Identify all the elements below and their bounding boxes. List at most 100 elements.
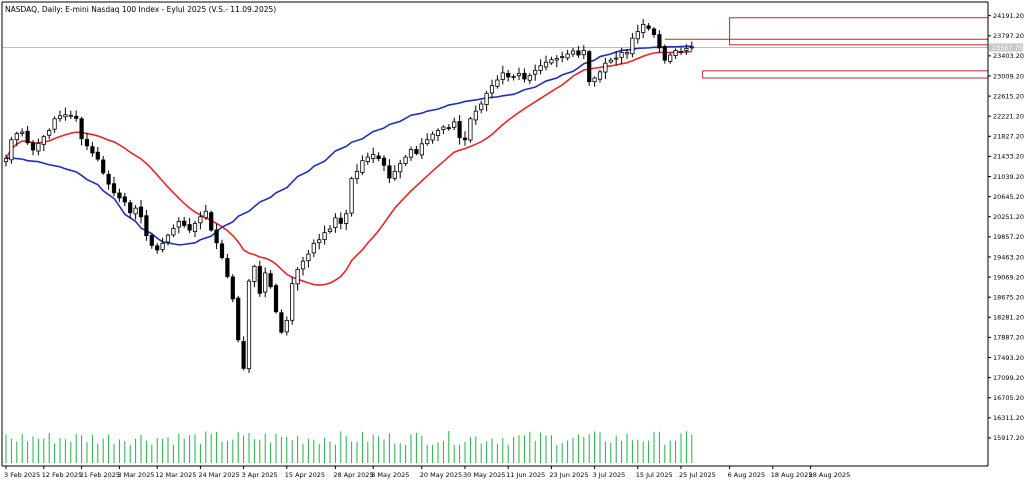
candle-body [225, 257, 230, 277]
candle-body [392, 170, 397, 179]
candle-body [354, 170, 360, 180]
candle-body [90, 146, 95, 154]
candle-body [198, 216, 203, 224]
candle-body [560, 56, 565, 59]
candle-body [128, 202, 133, 214]
candle-body [36, 142, 41, 152]
y-tick-label: 17493.20 [993, 354, 1024, 362]
y-tick-label: 17887.20 [993, 334, 1024, 342]
x-tick-label: 30 May 2025 [463, 471, 505, 479]
candle-body [398, 163, 403, 173]
x-tick-label: 11 Jun 2025 [506, 471, 545, 479]
candle-body [57, 115, 63, 120]
candle-body [117, 192, 122, 199]
candle-body [63, 114, 68, 118]
candle-body [684, 47, 689, 51]
y-tick-label: 24191.20 [993, 12, 1024, 20]
candle-body [84, 139, 90, 147]
x-tick-label: 3 Apr 2025 [242, 471, 278, 479]
candle-body [522, 72, 527, 80]
candle-body [646, 25, 651, 29]
candle-body [144, 215, 149, 237]
candle-body [30, 142, 36, 151]
x-tick-label: 28 Aug 2025 [809, 471, 851, 479]
candle-body [111, 183, 117, 194]
candle-body [662, 46, 667, 61]
candle-body [689, 46, 694, 49]
y-tick-label: 17099.20 [993, 374, 1024, 382]
candle-body [403, 156, 408, 164]
candle-body [500, 72, 505, 80]
candle-body [20, 131, 25, 134]
x-tick-label: 12 Mar 2025 [155, 471, 196, 479]
candle-body [138, 206, 144, 218]
candle-body [381, 157, 387, 166]
candle-body [300, 260, 306, 270]
x-tick-label: 15 Apr 2025 [285, 471, 325, 479]
y-tick-label: 23403.20 [993, 52, 1024, 60]
candle-body [441, 126, 446, 130]
candle-body [587, 51, 592, 82]
y-tick-label: 22221.20 [993, 112, 1024, 120]
candle-body [284, 320, 289, 333]
candle-body [376, 155, 381, 160]
x-tick-label: 21 Feb 2025 [80, 471, 120, 479]
y-tick-label: 22615.20 [993, 92, 1024, 100]
x-tick-label: 20 May 2025 [420, 471, 462, 479]
candle-body [133, 207, 138, 215]
candle-body [468, 118, 473, 141]
x-tick-label: 8 May 2025 [371, 471, 409, 479]
x-tick-label: 23 Jun 2025 [549, 471, 588, 479]
candle-body [360, 160, 365, 173]
candle-body [630, 37, 635, 55]
candle-body [268, 273, 273, 288]
candle-body [230, 276, 235, 300]
candle-body [678, 51, 684, 53]
candle-body [41, 136, 46, 145]
y-tick-label: 15917.20 [993, 434, 1024, 442]
candle-body [635, 31, 640, 40]
candle-body [317, 239, 322, 244]
x-tick-label: 3 Jul 2025 [593, 471, 626, 479]
candle-body [527, 75, 532, 81]
candle-body [311, 242, 316, 254]
candle-body [149, 235, 154, 246]
volume-histogram [5, 431, 693, 463]
candle-body [122, 196, 127, 203]
candle-body [581, 50, 586, 56]
candle-body [489, 85, 495, 94]
candle-body [452, 121, 457, 128]
x-tick-label: 12 Feb 2025 [42, 471, 82, 479]
current-price-label: 23567.75 [992, 44, 1023, 52]
y-tick-label: 20645.20 [993, 193, 1024, 201]
candle-body [365, 156, 370, 162]
candle-body [511, 76, 516, 78]
candle-body [608, 59, 613, 63]
candle-body [565, 53, 570, 59]
candle-body [430, 133, 435, 141]
candle-body [338, 217, 343, 224]
candle-body [47, 130, 52, 136]
candle-body [236, 297, 241, 341]
candle-body [344, 213, 349, 224]
x-tick-label: 18 Aug 2025 [771, 471, 813, 479]
candle-body [592, 77, 597, 83]
candle-body [279, 312, 284, 333]
candle-body [538, 65, 543, 71]
candle-body [419, 143, 424, 156]
candle-body [387, 165, 392, 179]
candle-body [101, 159, 106, 174]
candle-body [203, 210, 208, 219]
moving-average-fast [5, 50, 692, 286]
candle-body [25, 130, 30, 144]
candle-body [257, 266, 262, 294]
candle-body [624, 52, 630, 55]
candle-body [657, 34, 662, 49]
candle-body [295, 268, 300, 285]
y-tick-label: 16311.20 [993, 414, 1024, 422]
candle-body [290, 283, 295, 321]
candle-body [263, 272, 268, 293]
candle-body [543, 61, 549, 68]
